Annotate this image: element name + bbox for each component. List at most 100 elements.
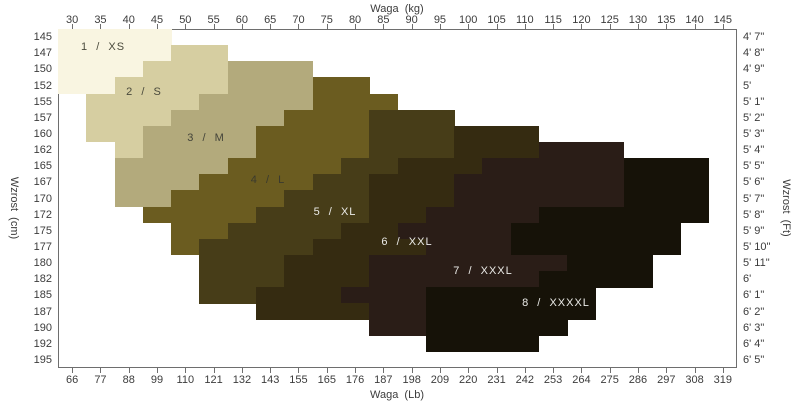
size-region-s — [142, 61, 229, 78]
lb-tick-mark — [694, 368, 696, 373]
size-region-xl — [340, 158, 398, 175]
size-label-s: 2 / S — [126, 86, 162, 98]
size-region-xxl — [256, 287, 342, 304]
lb-tick-label: 110 — [176, 374, 195, 386]
kg-tick-label: 130 — [628, 14, 648, 26]
kg-tick-mark — [185, 24, 187, 29]
lb-tick-label: 253 — [543, 374, 563, 386]
kg-tick-label: 60 — [235, 14, 249, 26]
kg-tick-label: 125 — [600, 14, 619, 26]
ft-tick-label: 5' 7" — [743, 192, 765, 205]
cm-tick-label: 172 — [33, 208, 52, 221]
size-region-xxxxl — [425, 319, 568, 337]
size-region-xl — [369, 109, 455, 127]
lb-tick-mark — [355, 368, 357, 373]
size-region-xxl — [454, 142, 540, 159]
kg-tick-label: 100 — [459, 14, 478, 26]
size-region-xl — [256, 206, 370, 224]
size-region-l — [256, 142, 370, 159]
kg-tick-label: 65 — [264, 14, 277, 26]
ft-tick-label: 5' 4" — [743, 144, 765, 157]
size-region-xxxxl — [623, 190, 710, 208]
size-region-xl — [227, 222, 342, 240]
lb-tick-mark — [72, 368, 74, 373]
lb-tick-label: 176 — [345, 374, 365, 386]
size-region-l — [256, 125, 370, 143]
lb-tick-label: 242 — [515, 374, 534, 386]
ft-tick-label: 5' 9" — [743, 224, 765, 237]
size-region-xxxxl — [425, 303, 597, 321]
size-region-l — [171, 238, 200, 256]
cm-tick-label: 167 — [33, 176, 52, 189]
size-region-xxl — [340, 222, 398, 240]
cm-tick-label: 152 — [33, 79, 52, 92]
size-region-xxxxl — [510, 222, 681, 240]
kg-tick-mark — [468, 24, 470, 29]
size-region-xxl — [454, 125, 540, 143]
lb-tick-mark — [157, 368, 159, 373]
size-region-m — [142, 125, 257, 143]
size-region-xxxl — [369, 303, 427, 321]
cm-tick-label: 190 — [33, 321, 52, 334]
ft-tick-label: 6' 3" — [743, 321, 765, 334]
kg-tick-label: 40 — [122, 14, 135, 26]
lb-tick-label: 264 — [572, 374, 591, 386]
kg-tick-mark — [722, 24, 724, 29]
lb-tick-label: 132 — [232, 374, 252, 386]
kg-tick-mark — [241, 24, 243, 29]
kg-tick-label: 120 — [572, 14, 591, 26]
lb-tick-mark — [637, 368, 639, 373]
cm-tick-label: 187 — [33, 305, 52, 318]
ft-tick-label: 6' 1" — [743, 289, 765, 302]
lb-tick-label: 297 — [657, 374, 676, 386]
lb-tick-label: 77 — [94, 374, 107, 386]
size-region-s — [86, 93, 200, 111]
cm-tick-label: 145 — [33, 31, 52, 44]
lb-tick-mark — [666, 368, 668, 373]
ft-tick-label: 6' 2" — [743, 305, 765, 318]
size-region-xxl — [397, 158, 483, 175]
lb-tick-mark — [411, 368, 413, 373]
lb-tick-mark — [241, 368, 243, 373]
ft-tick-label: 5' 10" — [743, 240, 771, 253]
kg-tick-mark — [581, 24, 583, 29]
cm-tick-label: 177 — [33, 240, 52, 253]
cm-tick-label: 160 — [33, 127, 52, 140]
kg-tick-label: 35 — [94, 14, 107, 26]
kg-tick-mark — [553, 24, 555, 29]
cm-tick-label: 150 — [33, 63, 52, 76]
lb-tick-label: 66 — [66, 374, 79, 386]
kg-tick-mark — [157, 24, 159, 29]
size-region-xxxl — [340, 287, 427, 304]
ft-tick-label: 5' 3" — [743, 127, 765, 140]
right-axis-title: Wzrost (Ft) — [780, 179, 792, 237]
ft-tick-label: 5' 6" — [743, 176, 765, 189]
kg-tick-label: 140 — [685, 14, 704, 26]
kg-tick-label: 45 — [150, 14, 164, 26]
kg-tick-mark — [609, 24, 611, 29]
size-region-xxl — [369, 190, 455, 208]
kg-tick-label: 80 — [348, 14, 362, 26]
lb-tick-label: 209 — [430, 374, 450, 386]
size-regions-layer — [58, 29, 737, 368]
size-region-xs — [58, 29, 172, 46]
size-region-xxl — [284, 255, 370, 272]
kg-tick-label: 135 — [657, 14, 676, 26]
kg-tick-mark — [355, 24, 357, 29]
lb-tick-mark — [581, 368, 583, 373]
size-region-s — [114, 142, 144, 159]
lb-tick-mark — [185, 368, 187, 373]
size-region-m — [142, 142, 257, 159]
size-region-s — [114, 77, 229, 95]
kg-tick-mark — [213, 24, 215, 29]
size-region-xxxl — [369, 271, 540, 288]
size-region-xxxl — [454, 174, 625, 191]
size-region-l — [199, 174, 314, 191]
size-region-l — [284, 109, 370, 127]
kg-tick-label: 90 — [405, 14, 418, 26]
kg-tick-label: 105 — [487, 14, 506, 26]
kg-tick-label: 50 — [179, 14, 192, 26]
kg-tick-mark — [496, 24, 498, 29]
size-region-xxxl — [369, 255, 568, 272]
kg-tick-label: 145 — [713, 14, 733, 26]
